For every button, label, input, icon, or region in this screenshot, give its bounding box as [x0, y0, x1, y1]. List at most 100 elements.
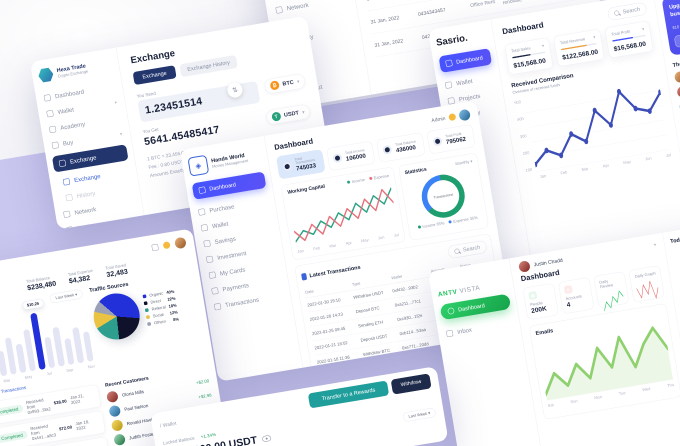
stat-card-total-profit: Total Profit ▾ $16,568.00 [604, 20, 654, 59]
period-select[interactable]: Monthly ▾ [455, 158, 473, 167]
sasrio-panel: Sasrio. Dashboard Wallet Projects Activi… [428, 0, 680, 267]
dashboard-button[interactable]: Dashboard [438, 48, 493, 73]
people-icon: ▣ [528, 290, 538, 301]
antv-main: Justin Chadd ▾ Dashboard ▣ People 200K A Ac… [509, 233, 680, 446]
accounts-icon: A [563, 284, 573, 295]
stat-card-daily-review: Daily Review [593, 271, 630, 312]
expense-legend-dot [448, 220, 453, 224]
inbox-icon [445, 329, 454, 338]
cards-icon [208, 271, 217, 279]
history-icon [65, 193, 73, 202]
brand-logo-icon [37, 66, 54, 83]
purchase-icon [197, 208, 206, 216]
bar[interactable] [0, 350, 8, 377]
chevron-down-icon: ▾ [343, 0, 346, 2]
network-icon [63, 210, 71, 218]
wallet-icon [444, 81, 453, 89]
avatar [106, 390, 119, 404]
bar[interactable] [64, 338, 75, 366]
sidebar-item-inbox[interactable]: Inbox [443, 315, 515, 342]
eye-icon[interactable] [261, 434, 272, 443]
upgrade-plan-card: Upgrade your business plan $10 / month U… [661, 0, 680, 56]
exchange-icon [58, 159, 67, 167]
chevron-down-icon: ▾ [653, 241, 657, 248]
stat-total-saved: Total Saved 32,483 [105, 262, 129, 279]
bell-icon[interactable] [162, 241, 171, 250]
usdt-icon: T [270, 111, 282, 122]
avatar [108, 404, 122, 418]
sasrio-logo: Sasrio. [435, 32, 469, 49]
working-capital-card: Working Capital Income Expense Jan Feb Mar… [280, 166, 406, 261]
dashboard-icon [43, 93, 52, 102]
user-menu[interactable]: Admin [431, 108, 471, 126]
dashboard-icon [447, 307, 455, 315]
chevron-down-icon: ▾ [296, 78, 300, 84]
period-select[interactable]: Last Week ▾ [402, 407, 437, 423]
chevron-down-icon[interactable]: ▾ [641, 26, 645, 32]
wallet-icon [200, 223, 209, 232]
exchange-icon [62, 177, 71, 186]
working-capital-chart [289, 182, 398, 246]
chevron-down-icon: ▾ [119, 131, 123, 137]
stat-total-balance: Total Balance $238,480 [25, 275, 57, 292]
avatar [113, 433, 127, 446]
balance-change: +1.34% [200, 431, 217, 440]
search-icon [613, 10, 620, 16]
search-input[interactable]: Search [606, 1, 648, 21]
avatar [676, 85, 680, 98]
breadcrumb: / Wallet [159, 420, 177, 429]
tab-exchange[interactable]: Exchange [132, 65, 177, 86]
btc-icon: ₿ [269, 80, 280, 91]
stat-card-people: ▣ People 200K [522, 282, 559, 321]
statistics-donut-chart: Transactions [418, 171, 469, 221]
stat-card-daily-graph: Daily Graph [628, 265, 665, 303]
emails-chart-card: Emails Sat Sun Mon Tue Wed Thu [528, 303, 680, 420]
bell-icon[interactable] [448, 113, 457, 122]
academy-icon [48, 125, 57, 133]
search-icon [454, 248, 460, 255]
avatar[interactable] [174, 236, 187, 250]
page-title: Dashboard [273, 136, 314, 152]
buy-icon [51, 141, 60, 149]
chevron-down-icon: ▾ [301, 109, 305, 115]
wallet-icon [46, 109, 54, 118]
income-legend-dot [417, 225, 422, 229]
received-comparison-chart: 500 400 300 200 100 [514, 75, 671, 174]
sasrio-main: Dashboard Search Total Sales ▾ $15,568.00… [491, 0, 680, 256]
traffic-pie-chart [84, 284, 150, 349]
avatar [673, 70, 680, 84]
chevron-down-icon: ▾ [114, 99, 118, 105]
withdraw-button[interactable]: Withdraw [390, 373, 432, 395]
tab-exchange-history[interactable]: Exchange History [179, 54, 238, 78]
brand-logo-icon: ◈ [187, 154, 210, 177]
income-legend-dot [347, 180, 351, 184]
transactions-icon [213, 302, 222, 311]
avatar [518, 260, 531, 273]
stat-icon [282, 161, 293, 172]
bar[interactable] [82, 331, 94, 362]
apps-icon[interactable] [151, 243, 159, 251]
hands-panel: ◈ Hands World Money Management Dashboard … [180, 100, 515, 382]
antv-panel: ANTV VISTA Dashboard Inbox Justin Chadd … [428, 217, 680, 446]
bookmark-icon [301, 272, 308, 281]
stat-icon [432, 136, 443, 147]
currency-select-usdt[interactable]: T USDT ▾ [265, 103, 312, 126]
period-select[interactable]: Last Week ▾ [49, 288, 84, 304]
network-icon [275, 5, 283, 14]
avatar [458, 108, 471, 122]
chevron-down-icon[interactable]: ▾ [541, 43, 545, 49]
bar[interactable] [15, 343, 27, 374]
currency-select-btc[interactable]: ₿ BTC ▾ [263, 72, 307, 95]
bar[interactable] [4, 337, 17, 375]
balance-bar-chart: Last Week ▾ $10.25 JanMarMayJulSepNov Vi… [0, 288, 97, 397]
payments-icon [211, 286, 219, 295]
chevron-down-icon[interactable]: ▾ [592, 34, 596, 40]
progress-bar [612, 36, 633, 42]
card-title: Statistics [404, 166, 428, 176]
bar[interactable] [72, 326, 85, 364]
stat-icon [382, 144, 393, 155]
avatar [111, 419, 124, 432]
search-input[interactable]: Search [447, 239, 488, 260]
stat-card-accounts: A Accounts 4 [557, 277, 595, 315]
